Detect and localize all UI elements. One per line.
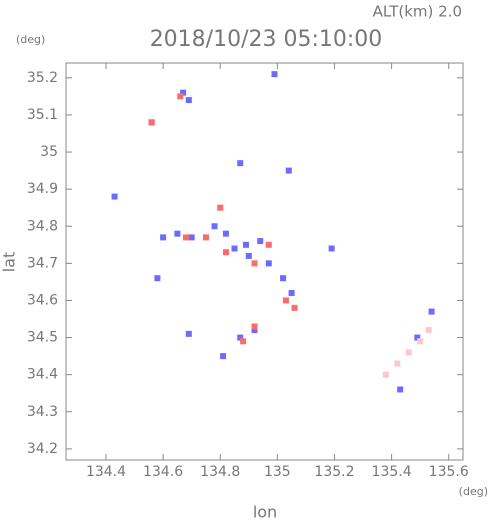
y-tick-label: 34.7 [27, 255, 58, 271]
echo-point [240, 338, 247, 345]
y-tick-label: 34.5 [27, 330, 58, 346]
y-tick-label: 35.1 [27, 107, 58, 123]
echo-point [382, 371, 389, 378]
y-unit: (deg) [16, 33, 45, 46]
y-tick-label: 34.4 [27, 367, 58, 383]
echo-point [185, 330, 192, 337]
x-tick-label: 134.6 [143, 464, 183, 480]
echo-point [251, 323, 258, 330]
echo-point [222, 249, 229, 256]
y-tick-label: 35 [40, 144, 58, 160]
x-tick-label: 135 [264, 464, 291, 480]
y-tick-label: 34.2 [27, 441, 58, 457]
y-tick-label: 34.9 [27, 181, 58, 197]
echo-point [271, 71, 278, 78]
echo-point [282, 297, 289, 304]
echo-point [160, 234, 167, 241]
echo-point [111, 193, 118, 200]
y-tick-label: 34.8 [27, 218, 58, 234]
echo-point [180, 89, 187, 96]
echo-point [397, 386, 404, 393]
altitude-label: ALT(km) 2.0 [373, 3, 462, 21]
echo-point [265, 241, 272, 248]
echo-point [417, 338, 424, 345]
echo-point [265, 260, 272, 267]
echo-point [242, 241, 249, 248]
echo-point [394, 360, 401, 367]
echo-point [285, 167, 292, 174]
echo-point [328, 245, 335, 252]
echo-point [211, 223, 218, 230]
x-unit: (deg) [459, 485, 488, 498]
echo-point [154, 275, 161, 282]
x-tick-label: 134.8 [200, 464, 240, 480]
echo-point [257, 238, 264, 245]
y-axis-label: lat [0, 252, 19, 273]
x-tick-label: 135.4 [372, 464, 412, 480]
echo-point [251, 260, 258, 267]
echo-point [414, 334, 421, 341]
plot-frame [65, 62, 464, 461]
x-axis-label: lon [253, 503, 277, 521]
x-tick-label: 135.2 [314, 464, 354, 480]
echo-point [251, 327, 258, 334]
echo-point [148, 119, 155, 126]
echo-point [182, 234, 189, 241]
echo-point [291, 304, 298, 311]
echo-point [245, 252, 252, 259]
x-tick-label: 134.4 [86, 464, 126, 480]
echo-point [425, 327, 432, 334]
echo-point [280, 275, 287, 282]
echo-point [202, 234, 209, 241]
echo-point [405, 349, 412, 356]
echo-point [428, 308, 435, 315]
echo-point [237, 160, 244, 167]
echo-point [217, 204, 224, 211]
echo-point [220, 353, 227, 360]
x-tick-label: 135.6 [429, 464, 469, 480]
echo-point [188, 234, 195, 241]
echo-point [288, 290, 295, 297]
echo-point [185, 97, 192, 104]
y-tick-label: 34.3 [27, 404, 58, 420]
y-tick-label: 35.2 [27, 70, 58, 86]
chart-title: 2018/10/23 05:10:00 [150, 27, 383, 52]
echo-point [222, 230, 229, 237]
y-tick-label: 34.6 [27, 292, 58, 308]
echo-point [237, 334, 244, 341]
echo-point [177, 93, 184, 100]
echo-point [231, 245, 238, 252]
echo-point [174, 230, 181, 237]
